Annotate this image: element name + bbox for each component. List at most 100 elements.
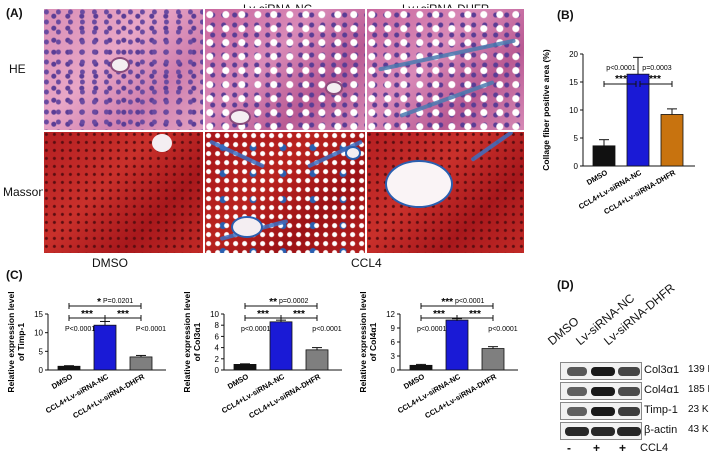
blot-band xyxy=(591,407,615,416)
bar xyxy=(93,324,117,371)
sig-stars: *** xyxy=(81,309,93,320)
sig-stars: * xyxy=(97,297,101,308)
bar xyxy=(305,349,329,371)
category-label: DMSO xyxy=(402,372,426,391)
chart-col4a1: 0 3 6 9 12 Relative expression level of Col4α1… xyxy=(358,291,518,420)
y-axis-label-line2: of Col3α1 xyxy=(192,322,202,361)
y-tick-label: 10 xyxy=(569,106,578,115)
blot-protein-label: Col3α1 xyxy=(644,364,680,376)
he-image-dmso xyxy=(43,8,204,131)
sig-stars: *** xyxy=(117,309,129,320)
sig-stars: ** xyxy=(269,297,277,308)
sig-stars: *** xyxy=(257,309,269,320)
y-axis-label-line2: of Timp-1 xyxy=(16,323,26,361)
p-value: p<0.0001 xyxy=(417,326,446,333)
p-value: P=0.0201 xyxy=(103,298,133,305)
blot-row xyxy=(560,362,642,380)
y-tick-label: 0 xyxy=(574,162,579,171)
row-label-masson: Masson xyxy=(3,185,46,199)
chart-collagen-area: 0 5 10 15 20 Collage fiber positive area (%) D… xyxy=(541,49,695,216)
bar xyxy=(481,348,505,371)
y-tick-label: 5 xyxy=(574,134,579,143)
bar xyxy=(445,319,469,371)
bar xyxy=(233,364,257,371)
blot-band xyxy=(591,367,615,376)
y-tick-label: 15 xyxy=(34,310,43,319)
blot-size-label: 23 KDa xyxy=(688,404,709,415)
p-value: P<0.0001 xyxy=(136,326,166,333)
sig-stars: *** xyxy=(441,297,453,308)
ccl4-label: CCL4 xyxy=(640,442,669,454)
y-tick-label: 6 xyxy=(215,332,220,341)
blot-row xyxy=(560,402,642,420)
western-lane-labels: DMSO Lv-siRNA-NC Lv-siRNA-DHFR xyxy=(545,281,709,366)
blot-band xyxy=(618,387,640,396)
p-value: p=0.0002 xyxy=(279,298,308,305)
p-value: p<0.0001 xyxy=(241,326,270,333)
y-tick-label: 0 xyxy=(39,366,44,375)
he-image-lv-sirna-dhfr xyxy=(366,8,525,131)
y-axis-label: Relative expression level xyxy=(182,291,192,392)
blot-band xyxy=(566,367,588,376)
masson-image-dmso xyxy=(43,131,204,254)
blot-band xyxy=(591,427,615,436)
blot-band xyxy=(618,407,640,416)
y-tick-label: 15 xyxy=(569,78,578,87)
chart-col3a1: 0 2 4 6 8 10 Relative expression level of Col3α… xyxy=(182,291,342,420)
sig-stars: *** xyxy=(433,309,445,320)
bar xyxy=(409,364,433,371)
category-label: DMSO xyxy=(50,372,74,391)
bar xyxy=(129,356,153,371)
lane-label-dmso: DMSO xyxy=(545,314,582,348)
label-ccl4: CCL4 xyxy=(351,256,382,270)
p-value: p<0.0001 xyxy=(455,298,484,305)
blot-row xyxy=(560,382,642,400)
panel-letter-a: (A) xyxy=(6,6,23,20)
blot-band xyxy=(567,407,587,416)
panel-letter-b: (B) xyxy=(557,8,574,22)
blot-row xyxy=(560,422,642,440)
p-value: p=0.0003 xyxy=(642,65,671,72)
y-tick-label: 0 xyxy=(215,366,220,375)
y-tick-label: 6 xyxy=(391,338,396,347)
y-tick-label: 3 xyxy=(391,352,396,361)
y-tick-label: 10 xyxy=(34,329,43,338)
y-tick-label: 20 xyxy=(569,50,578,59)
western-blot: Col3α1 139 KDa Col4α1 185 KDa Timp-1 23 KDa β-… xyxy=(560,362,709,442)
blot-band xyxy=(617,427,641,436)
blot-protein-label: Timp-1 xyxy=(644,404,678,416)
p-value: p<0.0001 xyxy=(488,326,517,333)
y-tick-label: 10 xyxy=(210,310,219,319)
y-tick-label: 9 xyxy=(391,324,396,333)
chart-timp1: 0 5 10 15 Relative expression level of Timp-1… xyxy=(6,291,166,420)
blot-protein-label: Col4α1 xyxy=(644,384,680,396)
bar xyxy=(626,73,650,167)
y-axis-label: Relative expression level xyxy=(358,291,368,392)
sig-stars: *** xyxy=(293,309,305,320)
bar xyxy=(269,321,293,371)
sig-stars: *** xyxy=(649,74,661,85)
ccl4-mark-3: + xyxy=(619,441,627,455)
row-label-he: HE xyxy=(9,62,26,76)
blot-band xyxy=(567,387,587,396)
bar xyxy=(592,145,616,167)
he-image-lv-sirna-nc xyxy=(204,8,366,131)
label-dmso: DMSO xyxy=(92,256,128,270)
y-tick-label: 0 xyxy=(391,366,396,375)
bar xyxy=(57,365,81,371)
y-tick-label: 5 xyxy=(39,347,44,356)
category-label: DMSO xyxy=(226,372,250,391)
y-tick-label: 8 xyxy=(215,321,220,330)
y-axis-label: Collage fiber positive area (%) xyxy=(541,49,551,171)
panel-letter-c: (C) xyxy=(6,268,23,282)
blot-band xyxy=(618,367,640,376)
ccl4-mark-1: - xyxy=(567,441,571,455)
sig-stars: *** xyxy=(469,309,481,320)
p-value: p<0.0001 xyxy=(606,65,635,72)
blot-band xyxy=(565,427,589,436)
blot-size-label: 185 KDa xyxy=(688,384,709,395)
p-value: p<0.0001 xyxy=(312,326,341,333)
y-tick-label: 2 xyxy=(215,355,220,364)
blot-size-label: 139 KDa xyxy=(688,364,709,375)
panel-letter-d: (D) xyxy=(557,278,574,292)
